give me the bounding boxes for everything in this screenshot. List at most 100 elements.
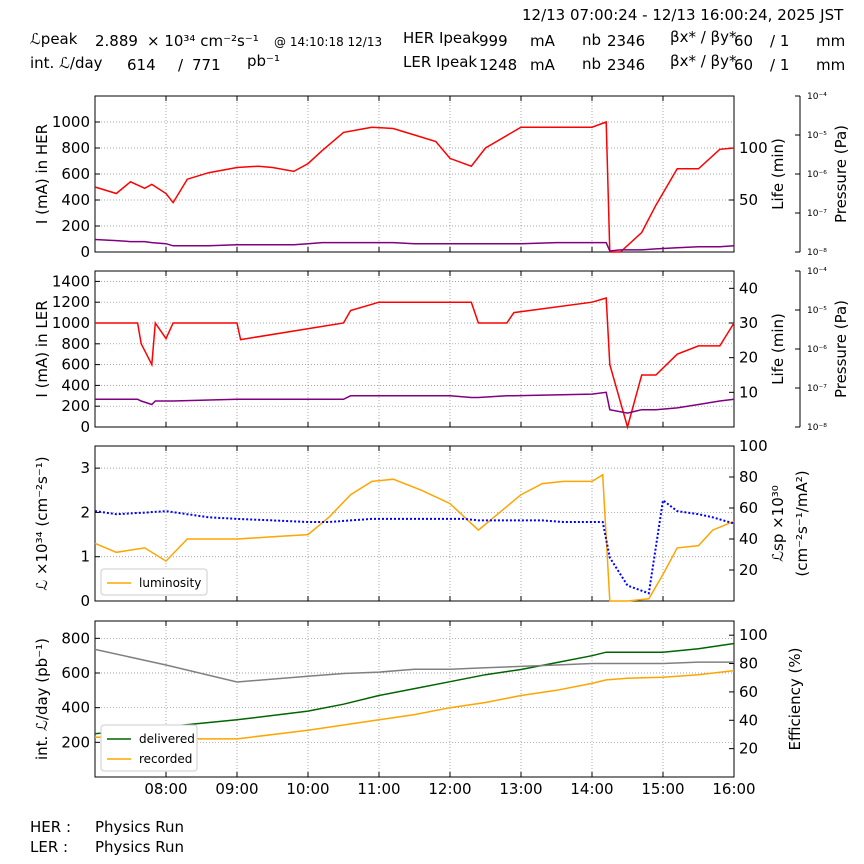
y-axis-label: I (mA) in LER <box>33 300 51 397</box>
ler-beta-unit: mm <box>816 56 846 74</box>
ler-nb-label: nb <box>582 55 602 73</box>
y-tick-label: 200 <box>61 397 90 415</box>
pressure-tick-label: 10⁻⁴ <box>807 267 827 277</box>
y-tick-label: 400 <box>61 376 90 394</box>
y-tick-label: 1400 <box>52 272 90 290</box>
y-tick-label: 800 <box>61 629 90 647</box>
plot-frame <box>94 620 735 778</box>
series-current <box>94 120 735 253</box>
y2-tick-label: 30 <box>739 314 758 332</box>
y-tick-label: 600 <box>61 356 90 374</box>
lpeak-label: ℒpeak <box>30 30 78 48</box>
y2-tick-label: 80 <box>739 655 758 673</box>
x-tick-label: 09:00 <box>215 780 258 798</box>
y-tick-label: 400 <box>61 191 90 209</box>
legend-label: recorded <box>139 752 192 766</box>
series-life <box>95 391 735 414</box>
y2-axis-label: (cm⁻²s⁻¹/mA²) <box>793 470 811 576</box>
intl-recorded: 771 <box>192 56 221 74</box>
footer-ler-label: LER : <box>30 838 69 856</box>
series-luminosity <box>94 473 735 602</box>
her-ipeak-unit: mA <box>530 32 555 50</box>
y-tick-label: 800 <box>61 335 90 353</box>
y2-tick-label: 60 <box>739 499 758 517</box>
lpeak-time: @ 14:10:18 12/13 <box>274 35 383 49</box>
y3-axis-label: Pressure (Pa) <box>832 125 850 223</box>
her-beta-unit: mm <box>816 32 846 50</box>
y-tick-label: 0 <box>80 418 90 436</box>
date-range: 12/13 07:00:24 - 12/13 16:00:24, 2025 JS… <box>522 6 844 24</box>
y-tick-label: 2 <box>80 503 90 521</box>
lpeak-unit: × 10³⁴ cm⁻²s⁻¹ <box>147 32 259 50</box>
y-tick-label: 1000 <box>52 314 90 332</box>
lpeak-value: 2.889 <box>95 32 138 50</box>
y-tick-label: 400 <box>61 699 90 717</box>
pressure-tick-label: 10⁻⁷ <box>807 209 827 219</box>
y-tick-label: 1 <box>80 548 90 566</box>
ler-ipeak-value: 1248 <box>479 56 518 74</box>
y2-axis-label: ℒsp ×10³⁰ <box>769 485 787 562</box>
y-tick-label: 600 <box>61 664 90 682</box>
ler-nb-value: 2346 <box>607 56 646 74</box>
x-tick-label: 16:00 <box>712 780 755 798</box>
y-tick-label: 0 <box>80 592 90 610</box>
x-tick-label: 10:00 <box>286 780 329 798</box>
y-tick-label: 800 <box>61 139 90 157</box>
y2-axis-label: Life (min) <box>769 313 787 385</box>
y2-tick-label: 20 <box>739 561 758 579</box>
her-ipeak-label: HER Ipeak <box>403 29 480 47</box>
intl-label: int. ℒ/day <box>30 54 103 72</box>
ler-beta-x: 60 <box>734 56 754 74</box>
her-nb-value: 2346 <box>607 32 646 50</box>
her-beta-x: 60 <box>734 32 754 50</box>
pressure-tick-label: 10⁻⁸ <box>807 248 827 258</box>
y2-tick-label: 100 <box>739 437 768 455</box>
series-recorded <box>94 669 735 740</box>
x-tick-label: 11:00 <box>357 780 400 798</box>
pressure-tick-label: 10⁻⁶ <box>807 170 827 180</box>
series-current <box>95 297 735 430</box>
y-axis-label: int. ℒ/day (pb⁻¹) <box>33 638 51 760</box>
pressure-tick-label: 10⁻⁴ <box>807 92 827 102</box>
y-tick-label: 1000 <box>52 113 90 131</box>
footer-ler-status: Physics Run <box>95 838 185 856</box>
y2-tick-label: 50 <box>739 191 758 209</box>
pressure-tick-label: 10⁻⁵ <box>807 131 827 141</box>
y-tick-label: 200 <box>61 733 90 751</box>
plot-frame <box>94 445 735 602</box>
y2-tick-label: 40 <box>739 530 758 548</box>
y-tick-label: 600 <box>61 165 90 183</box>
y2-axis-label: Efficiency (%) <box>786 648 804 751</box>
y2-axis-label: Life (min) <box>769 138 787 210</box>
y2-tick-label: 80 <box>739 468 758 486</box>
y2-tick-label: 60 <box>739 683 758 701</box>
intl-slash: / <box>178 56 184 74</box>
pressure-tick-label: 10⁻⁶ <box>807 345 827 355</box>
x-tick-label: 15:00 <box>641 780 684 798</box>
her-ipeak-value: 999 <box>479 32 508 50</box>
run-summary-header: 12/13 07:00:24 - 12/13 16:00:24, 2025 JS… <box>0 0 864 90</box>
y2-tick-label: 20 <box>739 349 758 367</box>
x-tick-label: 12:00 <box>428 780 471 798</box>
y2-tick-label: 100 <box>739 626 768 644</box>
her-nb-label: nb <box>582 31 602 49</box>
legend-label: luminosity <box>139 576 201 590</box>
y-axis-label: ℒ ×10³⁴ (cm⁻²s⁻¹) <box>33 456 51 590</box>
plot-frame <box>94 270 735 428</box>
y2-tick-label: 20 <box>739 740 758 758</box>
y3-axis-label: Pressure (Pa) <box>832 300 850 398</box>
y2-tick-label: 40 <box>739 279 758 297</box>
series-specific-luminosity <box>94 498 735 595</box>
pressure-tick-label: 10⁻⁷ <box>807 384 827 394</box>
footer-her-status: Physics Run <box>95 818 185 836</box>
x-tick-label: 13:00 <box>499 780 542 798</box>
ler-ipeak-unit: mA <box>530 56 555 74</box>
y-axis-label: I (mA) in HER <box>33 124 51 224</box>
ler-beta-y: / 1 <box>770 56 790 74</box>
y-tick-label: 0 <box>80 243 90 261</box>
series-life <box>94 238 735 252</box>
y-tick-label: 3 <box>80 459 90 477</box>
footer-her-label: HER : <box>30 818 72 836</box>
legend-box <box>100 568 208 596</box>
legend-label: delivered <box>139 732 195 746</box>
